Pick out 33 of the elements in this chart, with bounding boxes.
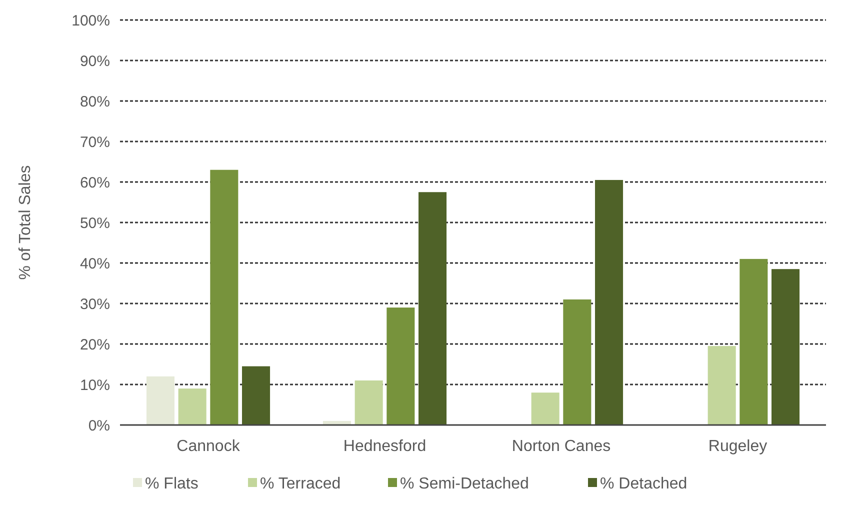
y-axis-title: % of Total Sales [17,165,34,280]
x-tick-label: Rugeley [708,438,768,455]
y-tick-label: 70% [80,134,110,151]
x-tick-label: Norton Canes [512,438,611,455]
y-tick-label: 10% [80,376,110,394]
legend-label: % Flats [145,476,198,493]
y-tick-label: 100% [72,12,110,30]
bar [595,180,624,425]
bar [210,170,238,425]
y-tick-label: 80% [80,93,110,110]
bar [386,308,415,425]
legend-label: % Terraced [260,476,341,493]
y-tick-label: 20% [80,336,110,354]
y-tick-label: 50% [80,214,110,232]
y-tick-label: 30% [80,296,110,313]
legend-label: % Detached [600,476,688,493]
y-tick-label: 40% [80,255,110,272]
bar [354,380,383,425]
bar [772,269,800,425]
bar [178,388,206,425]
bar [531,392,560,425]
y-tick-label: 60% [80,174,110,192]
x-tick-label: Hednesford [343,438,426,455]
bar [146,376,174,425]
bar [740,258,768,425]
legend-label: % Semi-Detached [400,476,529,493]
y-tick-label: 90% [80,52,110,70]
bar [418,192,447,425]
bar [708,346,736,425]
bar [242,366,270,425]
bar [563,299,592,425]
y-tick-label: 0% [88,417,110,434]
x-tick-label: Cannock [176,438,241,455]
